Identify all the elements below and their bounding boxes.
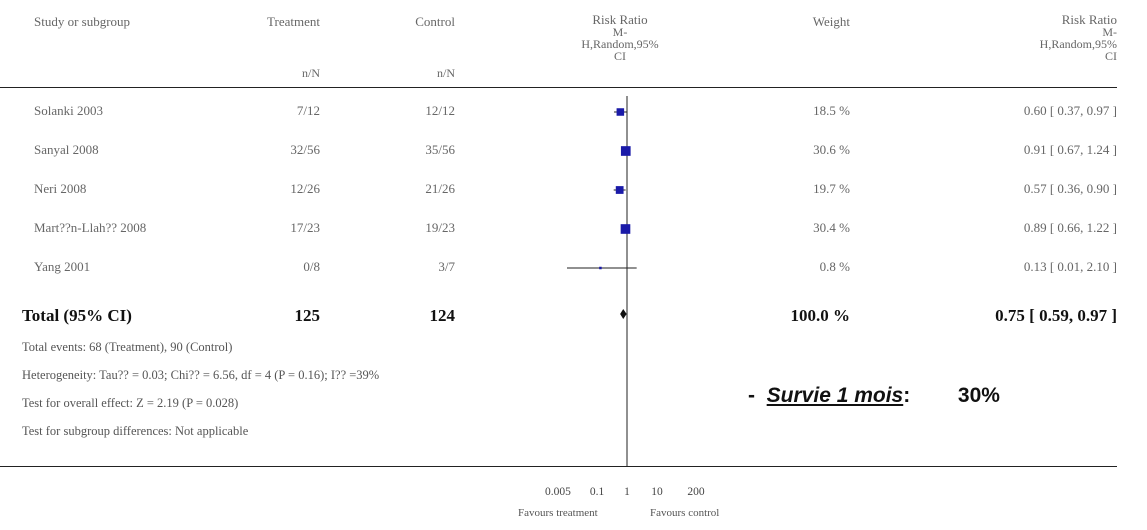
- callout-colon: :: [903, 384, 911, 407]
- pooled-diamond: [620, 309, 627, 319]
- study-treatment: 12/26: [290, 181, 320, 196]
- header-rr-plot-line3: H,Random,95%: [581, 37, 659, 51]
- header-rr-text-line2: M-: [1102, 25, 1117, 39]
- header-study: Study or subgroup: [34, 14, 131, 29]
- header-nn-control: n/N: [437, 66, 455, 80]
- callout-value: 30%: [957, 384, 1000, 407]
- study-name: Mart??n-Llah?? 2008: [34, 220, 147, 235]
- header-risk-ratio-text: Risk Ratio M- H,Random,95% CI: [1000, 12, 1117, 63]
- study-name: Sanyal 2008: [34, 142, 99, 157]
- header-rr-plot-line2: M-: [612, 25, 628, 39]
- study-rr-text: 0.60 [ 0.37, 0.97 ]: [1023, 103, 1117, 118]
- study-point-box: [616, 108, 625, 116]
- study-treatment: 7/12: [296, 103, 320, 118]
- axis-tick-label: 10: [651, 486, 663, 498]
- axis-tick-label: 0.1: [589, 486, 605, 498]
- study-name: Neri 2008: [34, 181, 87, 196]
- study-control: 12/12: [425, 103, 455, 118]
- study-point-box: [615, 186, 624, 194]
- favours-treatment-label: Favours treatment: [518, 507, 598, 519]
- header-rr-text-line4: CI: [1105, 49, 1117, 63]
- header-rr-text-line3: H,Random,95%: [1039, 37, 1117, 51]
- study-weight: 0.8 %: [819, 259, 850, 274]
- total-label: Total (95% CI): [22, 306, 132, 325]
- header-risk-ratio-plot: Risk Ratio M- H,Random,95% CI: [560, 12, 680, 63]
- axis-tick-label: 200: [687, 486, 705, 498]
- survival-callout: - Survie 1 mois: 30%: [748, 384, 1000, 408]
- header-rr-plot-line4: CI: [614, 49, 626, 63]
- callout-label: Survie 1 mois: [766, 384, 904, 407]
- header-nn-treatment: n/N: [302, 66, 320, 80]
- study-name: Yang 2001: [34, 259, 91, 274]
- study-treatment: 0/8: [303, 259, 320, 274]
- study-control: 19/23: [425, 220, 455, 235]
- study-control: 3/7: [438, 259, 455, 274]
- note-heterogeneity: Heterogeneity: Tau?? = 0.03; Chi?? = 6.5…: [22, 368, 380, 382]
- note-overall-effect: Test for overall effect: Z = 2.19 (P = 0…: [22, 396, 239, 410]
- study-rr-text: 0.13 [ 0.01, 2.10 ]: [1023, 259, 1117, 274]
- total-rr-text: 0.75 [ 0.59, 0.97 ]: [995, 306, 1117, 325]
- header-control: Control: [415, 14, 455, 29]
- header-rr-text-line1: Risk Ratio: [1061, 12, 1117, 27]
- study-weight: 18.5 %: [813, 103, 850, 118]
- study-weight: 30.4 %: [813, 220, 850, 235]
- study-control: 35/56: [425, 142, 455, 157]
- total-treatment: 125: [294, 306, 321, 325]
- study-treatment: 17/23: [290, 220, 320, 235]
- axis-tick-label: 0.005: [545, 486, 571, 498]
- study-point-box: [620, 146, 631, 156]
- axis-tick-label: 1: [624, 486, 630, 498]
- header-weight: Weight: [812, 14, 850, 29]
- callout-dash: -: [748, 384, 755, 407]
- footer-rule: [0, 466, 1117, 467]
- header-rule: [0, 87, 1117, 88]
- header-rr-plot-line1: Risk Ratio: [592, 12, 648, 27]
- study-point-box: [599, 266, 602, 270]
- header-treatment: Treatment: [267, 14, 320, 29]
- study-weight: 30.6 %: [813, 142, 850, 157]
- study-point-box: [620, 224, 631, 234]
- study-rr-text: 0.57 [ 0.36, 0.90 ]: [1023, 181, 1117, 196]
- study-treatment: 32/56: [290, 142, 320, 157]
- total-control: 124: [429, 306, 456, 325]
- study-name: Solanki 2003: [34, 103, 103, 118]
- study-weight: 19.7 %: [813, 181, 850, 196]
- study-rr-text: 0.89 [ 0.66, 1.22 ]: [1023, 220, 1117, 235]
- note-subgroup-differences: Test for subgroup differences: Not appli…: [22, 424, 249, 438]
- favours-control-label: Favours control: [650, 507, 720, 519]
- study-rr-text: 0.91 [ 0.67, 1.24 ]: [1023, 142, 1117, 157]
- total-weight: 100.0 %: [790, 306, 851, 325]
- study-control: 21/26: [425, 181, 455, 196]
- note-total-events: Total events: 68 (Treatment), 90 (Contro…: [22, 340, 233, 354]
